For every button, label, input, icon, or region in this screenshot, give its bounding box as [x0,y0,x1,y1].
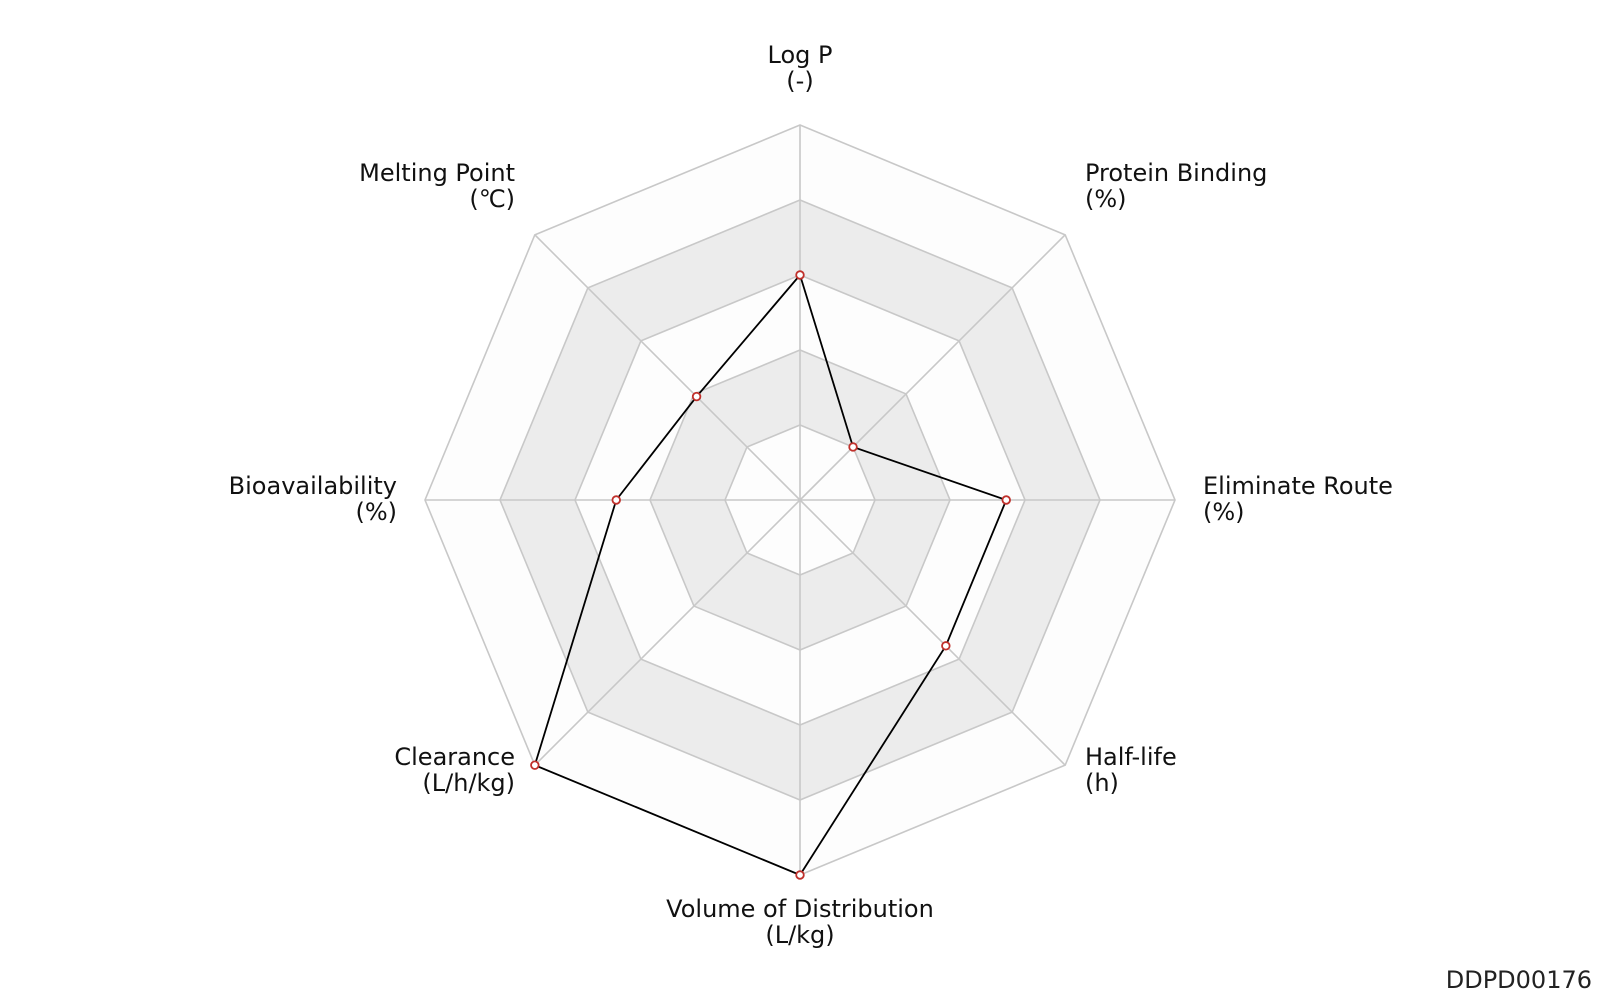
axis-name-label: Eliminate Route [1203,472,1393,500]
radar-grid-spokes [425,125,1175,875]
axis-unit-label: (%) [1085,185,1127,213]
axis-unit-label: (℃) [469,185,515,213]
axis-label-group-6: Clearance(L/h/kg) [394,743,515,797]
radar-spoke-8 [534,234,801,501]
axis-label-group-5: Volume of Distribution(L/kg) [666,895,934,949]
radar-axis-labels: Log P(-)Protein Binding(%)Eliminate Rout… [229,41,1393,949]
axis-label-group-4: Half-life(h) [1085,743,1177,797]
radar-point-5 [795,870,805,880]
radar-spoke-6 [534,499,801,766]
axis-unit-label: (%) [1203,498,1245,526]
radar-point-2 [848,442,858,452]
axis-label-group-7: Bioavailability(%) [229,472,397,526]
radar-point-3 [1001,495,1011,505]
axis-unit-label: (%) [355,498,397,526]
axis-unit-label: (-) [786,67,813,95]
axis-unit-label: (L/kg) [765,921,834,949]
axis-name-label: Log P [768,41,833,69]
axis-unit-label: (L/h/kg) [422,769,515,797]
axis-label-group-3: Eliminate Route(%) [1203,472,1393,526]
radar-point-6 [530,760,540,770]
axis-name-label: Melting Point [359,159,515,187]
radar-markers [530,270,1011,880]
axis-name-label: Protein Binding [1085,159,1267,187]
radar-point-4 [941,641,951,651]
axis-unit-label: (h) [1085,769,1119,797]
radar-spoke-2 [799,234,1066,501]
axis-name-label: Volume of Distribution [666,895,934,923]
axis-label-group-2: Protein Binding(%) [1085,159,1267,213]
axis-label-group-8: Melting Point(℃) [359,159,515,213]
axis-name-label: Clearance [394,743,515,771]
radar-point-7 [611,495,621,505]
axis-name-label: Bioavailability [229,472,397,500]
radar-spoke-4 [799,499,1066,766]
axis-name-label: Half-life [1085,743,1177,771]
axis-label-group-1: Log P(-) [768,41,833,95]
compound-id: DDPD00176 [1445,966,1592,994]
radar-point-1 [795,270,805,280]
radar-point-8 [691,391,702,402]
